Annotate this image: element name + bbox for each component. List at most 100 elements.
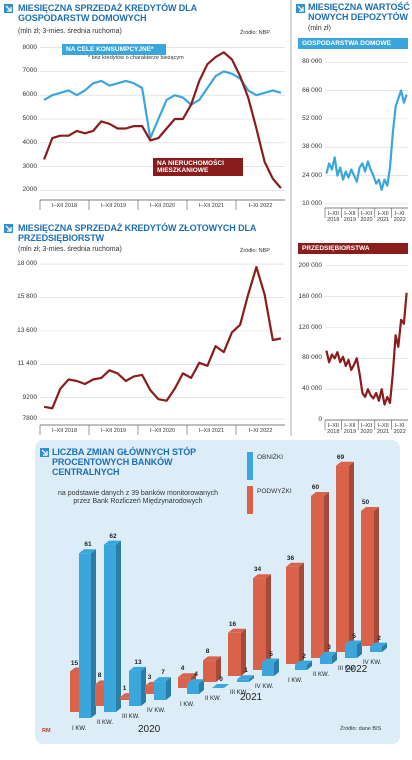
- bar: [154, 681, 166, 700]
- bar-top: [262, 658, 279, 663]
- legend-label: GOSPODARSTWA DOMOWE: [298, 38, 408, 50]
- source: Źródło: NBP: [240, 248, 270, 254]
- credit: RM: [42, 728, 51, 734]
- value-label: 16: [228, 620, 237, 628]
- bar-top: [237, 675, 254, 680]
- x-period-label: I–XI 2022: [393, 211, 406, 224]
- bar-side: [116, 540, 121, 712]
- bar-side: [382, 642, 387, 652]
- x-period-label: I–XII 2021: [198, 203, 225, 209]
- x-tick-label: IV KW.: [363, 660, 382, 666]
- bar: [187, 683, 199, 694]
- bar-top: [212, 684, 229, 688]
- y-tick-label: 13 600: [17, 326, 37, 334]
- bar-top: [228, 628, 246, 633]
- bar-side: [141, 666, 146, 706]
- x-period-label: I–XII 2019: [100, 203, 127, 209]
- group-label: 2020: [138, 724, 161, 735]
- subtitle: (mln zł; 3-mies. średnia ruchoma): [18, 28, 122, 35]
- bar-top: [345, 640, 362, 645]
- value-label: 15: [70, 659, 79, 667]
- y-tick-label: 10 000: [302, 199, 322, 207]
- group-label: 2021: [240, 692, 263, 703]
- subtitle: (mln zł; 3-mies. średnia ruchoma): [18, 246, 122, 253]
- source: Źródło: dane BIS: [340, 726, 382, 732]
- value-label: 61: [84, 541, 92, 549]
- x-period-label: I–XI 2022: [393, 423, 406, 436]
- bar-side: [216, 656, 221, 682]
- bar: [228, 632, 241, 676]
- y-tick-label: 7800: [22, 414, 37, 422]
- source: Źródło: NBP: [240, 30, 270, 36]
- bar-side: [166, 677, 171, 700]
- bar-top: [154, 677, 171, 682]
- value-label: 60: [311, 484, 320, 491]
- value-label: 62: [109, 532, 117, 540]
- icon: [4, 4, 13, 13]
- x-period-label: I–XII 2020: [149, 428, 176, 434]
- bar-top: [79, 549, 96, 554]
- value-label: 2: [302, 652, 306, 660]
- bar: [129, 670, 141, 706]
- subtitle: (mln zł): [308, 25, 331, 32]
- bar-side: [249, 675, 254, 682]
- bar-side: [299, 562, 304, 664]
- bar: [145, 685, 158, 694]
- bar: [361, 511, 374, 646]
- bar: [104, 544, 116, 712]
- y-tick-label: 6000: [22, 91, 37, 99]
- line-series: [325, 89, 408, 191]
- value-label: 4: [180, 665, 185, 673]
- bar-side: [266, 574, 271, 670]
- x-period-label: I–XII 2021: [376, 423, 390, 436]
- x-tick-label: III KW.: [338, 666, 356, 672]
- value-label: 34: [253, 566, 262, 574]
- x-period-label: I–XI 2022: [248, 428, 273, 434]
- bar: [295, 664, 307, 670]
- bar-top: [286, 562, 304, 567]
- bar: [237, 679, 249, 682]
- x-period-label: I–XII 2019: [343, 423, 357, 436]
- bar: [320, 655, 332, 664]
- value-label: 1: [122, 685, 127, 693]
- x-period-label: I–XII 2019: [100, 428, 127, 434]
- bar-side: [91, 549, 96, 718]
- bar: [336, 465, 349, 652]
- x-tick-label: II KW.: [205, 696, 222, 702]
- bar-side: [332, 651, 337, 664]
- group-label: 2022: [345, 664, 368, 675]
- value-label: 13: [134, 658, 142, 666]
- icon: [40, 448, 49, 457]
- value-label: 5: [352, 632, 356, 640]
- y-tick-label: 8000: [22, 43, 37, 51]
- x-tick-label: III KW.: [122, 714, 140, 720]
- value-label: 69: [336, 453, 345, 461]
- line-series: [43, 51, 282, 189]
- x-period-label: I–XII 2018: [327, 423, 340, 436]
- y-tick-label: 80 000: [302, 58, 322, 66]
- bar-side: [324, 492, 329, 658]
- bar: [178, 677, 191, 688]
- y-tick-label: 5000: [22, 115, 37, 122]
- x-period-label: I–XII 2020: [360, 211, 373, 224]
- y-tick-label: 11 400: [17, 360, 37, 368]
- chart-title: LICZBA ZMIAN GŁÓWNYCH STÓP PROCENTOWYCH …: [52, 447, 196, 477]
- x-tick-label: I KW.: [180, 702, 195, 708]
- legend-label: PODWYŻKI: [257, 488, 292, 495]
- x-period-label: I–XII 2020: [149, 203, 176, 209]
- bar-top: [370, 642, 387, 647]
- value-label: 2: [377, 634, 381, 642]
- bar-top: [178, 673, 196, 678]
- bar: [203, 660, 216, 682]
- x-period-label: I–XII 2018: [51, 428, 78, 434]
- x-tick-label: I KW.: [72, 726, 87, 732]
- x-tick-label: III KW.: [230, 690, 248, 696]
- bar: [286, 566, 299, 664]
- value-label: 1: [244, 667, 248, 675]
- bar-top: [336, 461, 354, 466]
- x-tick-label: IV KW.: [255, 684, 274, 690]
- value-label: 3: [147, 673, 152, 681]
- x-period-label: I–XII 2021: [198, 428, 225, 434]
- bar-side: [241, 628, 246, 676]
